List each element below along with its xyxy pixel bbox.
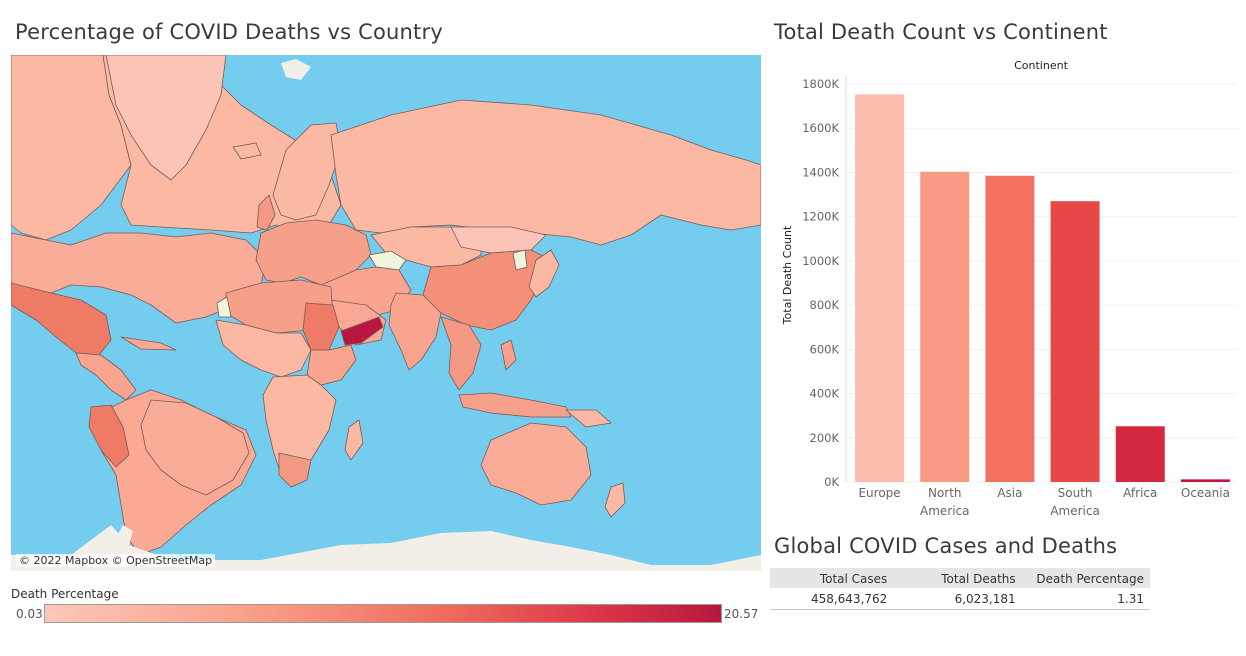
country-mexico	[11, 282, 112, 356]
x-tick-label: North	[928, 486, 962, 500]
country-peru	[88, 404, 130, 468]
bar-africa[interactable]	[1115, 426, 1165, 482]
y-tick-label: 1000K	[802, 254, 839, 268]
bar-asia[interactable]	[985, 175, 1035, 482]
cell-total-deaths: 6,023,181	[893, 588, 1022, 610]
country-south-africa	[278, 452, 312, 488]
x-axis-labels: Europe North America Asia South America Africa…	[858, 486, 1229, 518]
bar-europe[interactable]	[855, 94, 905, 483]
y-tick-label: 1400K	[802, 165, 839, 179]
y-tick-label: 0K	[824, 475, 839, 489]
bars[interactable]	[855, 94, 1230, 483]
y-tick-label: 1600K	[802, 121, 839, 135]
y-axis-label: Total Death Count	[781, 225, 794, 325]
y-tick-label: 1800K	[802, 77, 839, 91]
country-indonesia	[458, 392, 572, 418]
y-tick-label: 600K	[810, 342, 840, 356]
country-west-africa	[215, 319, 312, 378]
legend-max-label: 20.57	[724, 607, 759, 621]
country-greenland	[105, 55, 227, 181]
x-tick-label: Asia	[997, 486, 1022, 500]
continent-bar-chart[interactable]: Continent Total Death Count 0K 200K 400K 60…	[770, 55, 1246, 525]
y-tick-label: 800K	[810, 298, 840, 312]
country-turkmenistan	[368, 250, 407, 271]
summary-header-row: Total Cases Total Deaths Death Percentag…	[770, 568, 1150, 588]
header-total-cases[interactable]: Total Cases	[770, 568, 894, 588]
country-north-korea	[512, 249, 528, 271]
summary-title: Global COVID Cases and Deaths	[774, 534, 1118, 558]
country-uk	[256, 194, 276, 231]
country-southeast-asia	[440, 316, 482, 391]
x-tick-label: Oceania	[1181, 486, 1230, 500]
country-yemen	[340, 316, 384, 346]
y-axis-ticks: 0K 200K 400K 600K 800K 1000K 1200K 1400K 1600K 18…	[802, 77, 839, 489]
country-brazil	[140, 399, 250, 496]
legend-title: Death Percentage	[11, 587, 119, 601]
country-new-zealand	[604, 482, 626, 518]
antarctica	[11, 525, 761, 571]
bar-south-america[interactable]	[1050, 201, 1100, 482]
bar-north-america[interactable]	[920, 171, 970, 482]
bar-chart-title: Total Death Count vs Continent	[774, 20, 1108, 44]
country-india	[388, 292, 442, 371]
svalbard	[281, 59, 311, 80]
country-russia	[330, 99, 761, 246]
country-east-africa	[306, 344, 357, 386]
y-tick-label: 400K	[810, 387, 840, 401]
country-iceland	[232, 142, 262, 160]
country-philippines	[500, 339, 517, 371]
x-tick-label: Europe	[858, 486, 900, 500]
country-australia	[480, 422, 592, 506]
grid-lines	[845, 76, 1238, 483]
map-title: Percentage of COVID Deaths vs Country	[15, 20, 443, 44]
world-map-canvas[interactable]	[11, 55, 761, 571]
y-tick-label: 200K	[810, 431, 840, 445]
x-tick-label: America	[1050, 504, 1100, 518]
header-death-percentage[interactable]: Death Percentage	[1021, 568, 1150, 588]
x-tick-label: America	[920, 504, 970, 518]
legend-gradient	[44, 604, 722, 623]
country-sudan	[302, 302, 340, 351]
cell-total-cases: 458,643,762	[770, 588, 894, 610]
country-western-sahara	[216, 296, 232, 318]
map-attribution[interactable]: © 2022 Mapbox © OpenStreetMap	[16, 554, 216, 567]
antarctic-island	[111, 525, 133, 553]
y-tick-label: 1200K	[802, 210, 839, 224]
header-total-deaths[interactable]: Total Deaths	[893, 568, 1022, 588]
country-madagascar	[344, 419, 364, 461]
chart-header: Continent	[1014, 59, 1068, 72]
country-png	[565, 409, 612, 428]
country-japan	[528, 249, 560, 298]
bar-oceania[interactable]	[1180, 479, 1230, 482]
x-tick-label: Africa	[1123, 486, 1157, 500]
world-map[interactable]: © 2022 Mapbox © OpenStreetMap	[11, 55, 761, 571]
cell-death-percentage: 1.31	[1021, 588, 1150, 610]
summary-row: 458,643,762 6,023,181 1.31	[770, 588, 1150, 610]
legend-min-label: 0.03	[16, 607, 43, 621]
country-cuba	[120, 336, 177, 351]
summary-table: Total Cases Total Deaths Death Percentag…	[770, 568, 1150, 610]
x-tick-label: South	[1058, 486, 1093, 500]
country-central-america	[75, 352, 137, 401]
